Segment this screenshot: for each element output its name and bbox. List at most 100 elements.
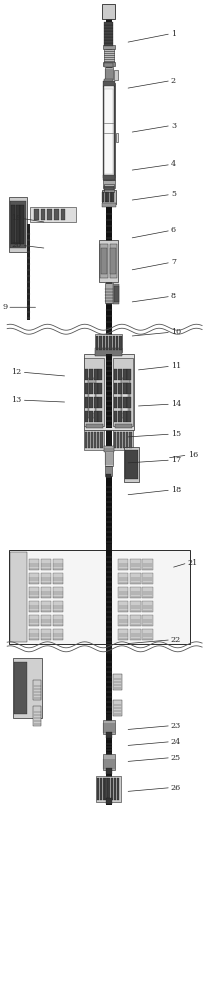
Bar: [113, 430, 133, 450]
Text: 13: 13: [11, 396, 22, 404]
Bar: [106, 740, 112, 752]
Text: 17: 17: [171, 456, 181, 464]
Bar: [53, 615, 63, 626]
Bar: [117, 778, 119, 800]
Bar: [130, 601, 140, 612]
Bar: [104, 79, 113, 83]
Bar: [89, 383, 93, 394]
Bar: [112, 192, 114, 202]
Text: 18: 18: [171, 486, 181, 494]
Bar: [119, 336, 122, 350]
Bar: [29, 601, 39, 612]
Bar: [34, 209, 39, 220]
Bar: [114, 86, 115, 178]
Bar: [84, 358, 104, 426]
Bar: [123, 411, 127, 422]
Bar: [114, 397, 117, 408]
Text: 9: 9: [2, 303, 7, 311]
Bar: [13, 658, 42, 718]
Bar: [105, 67, 113, 79]
Bar: [127, 383, 131, 394]
Bar: [103, 336, 105, 350]
Bar: [53, 587, 63, 598]
Bar: [106, 478, 112, 544]
Bar: [9, 197, 27, 252]
Bar: [106, 474, 111, 478]
Bar: [101, 248, 107, 274]
Bar: [85, 369, 88, 380]
Bar: [114, 369, 117, 380]
Bar: [130, 587, 140, 598]
Bar: [84, 430, 104, 450]
Bar: [130, 452, 133, 477]
Bar: [94, 432, 96, 448]
Bar: [118, 615, 129, 626]
Bar: [142, 601, 153, 612]
Text: 26: 26: [171, 784, 181, 792]
Bar: [10, 201, 26, 248]
Bar: [84, 354, 134, 430]
Bar: [121, 378, 130, 418]
Bar: [134, 452, 137, 477]
Bar: [89, 397, 93, 408]
Text: 4: 4: [171, 160, 176, 168]
Bar: [33, 706, 41, 726]
Bar: [103, 778, 105, 800]
Bar: [118, 601, 129, 612]
Bar: [114, 70, 118, 80]
Text: 23: 23: [171, 722, 181, 730]
Bar: [130, 573, 140, 584]
Bar: [100, 778, 102, 800]
Bar: [96, 336, 98, 350]
Bar: [118, 587, 129, 598]
Bar: [85, 424, 103, 428]
Bar: [106, 466, 112, 476]
Bar: [104, 22, 113, 25]
Text: 3: 3: [171, 122, 176, 130]
Text: 6: 6: [171, 226, 176, 234]
Bar: [114, 383, 117, 394]
Bar: [29, 559, 39, 570]
Bar: [41, 559, 51, 570]
Bar: [104, 25, 113, 28]
Bar: [111, 778, 113, 800]
Bar: [30, 207, 76, 222]
Bar: [115, 424, 132, 428]
Bar: [130, 559, 140, 570]
Bar: [29, 615, 39, 626]
Bar: [102, 190, 116, 204]
Bar: [104, 184, 114, 192]
Bar: [23, 670, 26, 710]
Bar: [53, 573, 63, 584]
Bar: [117, 432, 119, 448]
Bar: [118, 397, 122, 408]
Bar: [11, 203, 25, 246]
Bar: [104, 34, 113, 37]
Text: 5: 5: [171, 190, 176, 198]
Bar: [95, 334, 122, 352]
Bar: [96, 776, 121, 802]
Bar: [142, 615, 153, 626]
Bar: [110, 244, 117, 278]
Text: 12: 12: [11, 368, 22, 376]
Bar: [108, 778, 110, 800]
Text: 16: 16: [187, 451, 198, 459]
Bar: [103, 754, 115, 770]
Text: 10: 10: [171, 328, 181, 336]
Bar: [10, 552, 27, 642]
Bar: [98, 369, 102, 380]
Bar: [100, 432, 103, 448]
Bar: [104, 186, 114, 190]
Bar: [85, 432, 87, 448]
Bar: [105, 192, 107, 202]
Bar: [104, 49, 114, 63]
Text: 1: 1: [171, 30, 176, 38]
Bar: [142, 629, 153, 640]
Bar: [106, 778, 108, 800]
Text: 11: 11: [171, 362, 181, 370]
Bar: [103, 175, 115, 180]
Bar: [127, 397, 131, 408]
Bar: [99, 240, 118, 282]
Bar: [104, 63, 113, 67]
Text: 15: 15: [171, 430, 181, 438]
